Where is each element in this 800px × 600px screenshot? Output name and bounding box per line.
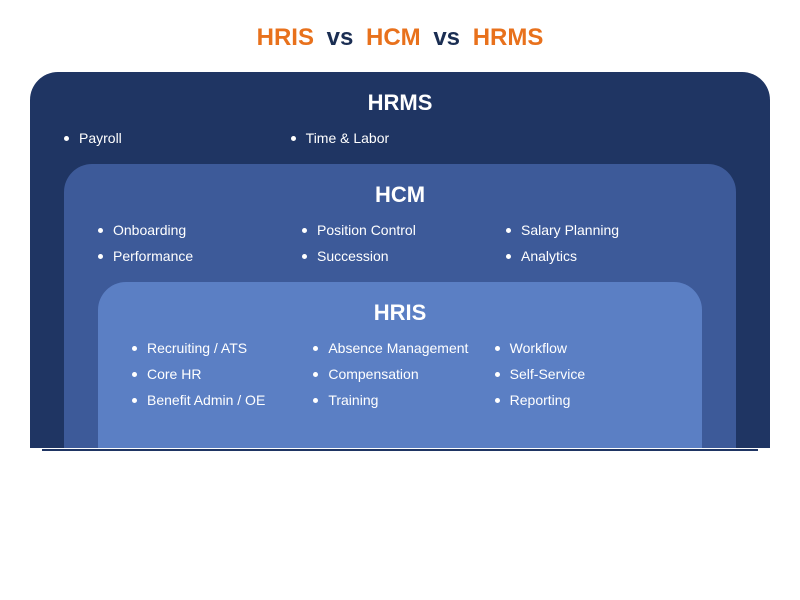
item-label: Benefit Admin / OE: [147, 392, 265, 408]
item-label: Compensation: [328, 366, 418, 382]
item-label: Training: [328, 392, 378, 408]
page-title: HRIS vs HCM vs HRMS: [0, 0, 800, 72]
bullet-icon: [302, 228, 307, 233]
bullet-icon: [313, 346, 318, 351]
list-item: Position Control: [302, 222, 498, 238]
list-item: Workflow: [495, 340, 668, 356]
layer-hris-title: HRIS: [126, 300, 674, 326]
list-item: Onboarding: [98, 222, 294, 238]
layer-hcm: HCM Onboarding Position Control Salary P…: [64, 164, 736, 448]
item-label: Performance: [113, 248, 193, 264]
list-item: Time & Labor: [291, 130, 510, 146]
list-item: Analytics: [506, 248, 702, 264]
bullet-icon: [495, 346, 500, 351]
list-item: Training: [313, 392, 486, 408]
bullet-icon: [98, 228, 103, 233]
item-label: Reporting: [510, 392, 571, 408]
bullet-icon: [302, 254, 307, 259]
layer-hris-items: Recruiting / ATS Absence Management Work…: [126, 340, 674, 408]
title-hcm: HCM: [366, 24, 421, 51]
item-label: Recruiting / ATS: [147, 340, 247, 356]
bullet-icon: [313, 398, 318, 403]
list-item: Recruiting / ATS: [132, 340, 305, 356]
item-label: Position Control: [317, 222, 416, 238]
baseline-rule: [42, 449, 758, 451]
title-vs-1: vs: [327, 24, 354, 51]
bullet-icon: [132, 372, 137, 377]
item-label: Time & Labor: [306, 130, 390, 146]
title-hris: HRIS: [257, 24, 314, 51]
bullet-icon: [506, 228, 511, 233]
list-item: Absence Management: [313, 340, 486, 356]
bullet-icon: [313, 372, 318, 377]
layer-hcm-items: Onboarding Position Control Salary Plann…: [92, 222, 708, 264]
item-label: Payroll: [79, 130, 122, 146]
item-label: Core HR: [147, 366, 201, 382]
item-label: Absence Management: [328, 340, 468, 356]
list-item: Salary Planning: [506, 222, 702, 238]
item-label: Salary Planning: [521, 222, 619, 238]
bullet-icon: [506, 254, 511, 259]
bullet-icon: [132, 346, 137, 351]
list-item: Performance: [98, 248, 294, 264]
bullet-icon: [132, 398, 137, 403]
layer-hrms-items: Payroll Time & Labor: [58, 130, 742, 146]
list-item: Compensation: [313, 366, 486, 382]
list-item: Payroll: [64, 130, 283, 146]
bullet-icon: [495, 398, 500, 403]
layer-hrms: HRMS Payroll Time & Labor HCM Onboarding…: [30, 72, 770, 448]
item-label: Workflow: [510, 340, 567, 356]
item-label: Self-Service: [510, 366, 585, 382]
list-item: Self-Service: [495, 366, 668, 382]
bullet-icon: [98, 254, 103, 259]
bullet-icon: [64, 136, 69, 141]
list-item: Succession: [302, 248, 498, 264]
bullet-icon: [495, 372, 500, 377]
item-label: Succession: [317, 248, 389, 264]
title-hrms: HRMS: [473, 24, 544, 51]
list-item: Core HR: [132, 366, 305, 382]
title-vs-2: vs: [433, 24, 460, 51]
bullet-icon: [291, 136, 296, 141]
nested-layers: HRMS Payroll Time & Labor HCM Onboarding…: [30, 72, 770, 448]
item-label: Onboarding: [113, 222, 186, 238]
layer-hrms-title: HRMS: [58, 90, 742, 116]
layer-hris: HRIS Recruiting / ATS Absence Management…: [98, 282, 702, 448]
list-item: Benefit Admin / OE: [132, 392, 305, 408]
layer-hcm-title: HCM: [92, 182, 708, 208]
list-item: Reporting: [495, 392, 668, 408]
item-label: Analytics: [521, 248, 577, 264]
